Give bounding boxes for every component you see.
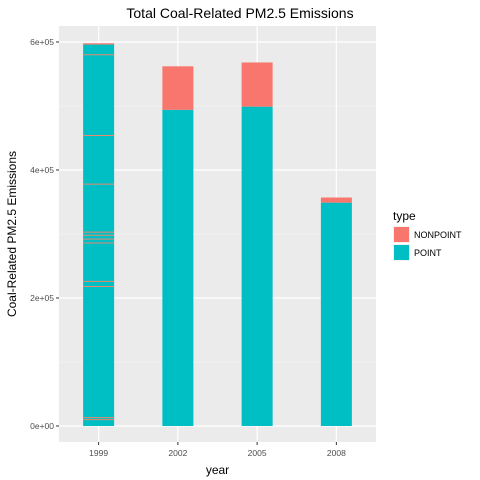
bar-nonpoint-2002 (162, 66, 194, 110)
legend-label-point: POINT (414, 248, 442, 258)
x-axis: 1999 2002 2005 2008 (89, 442, 346, 458)
legend-swatch-nonpoint (394, 227, 409, 242)
y-tick-label: 6e+05 (30, 37, 54, 47)
chart-title: Total Coal-Related PM2.5 Emissions (126, 5, 353, 21)
y-tick-label: 4e+05 (30, 165, 54, 175)
bar-nonpoint-1999 (83, 43, 115, 45)
bar-point-2005 (241, 106, 273, 426)
bar-nonpoint-2008 (320, 197, 352, 203)
y-tick-label: 2e+05 (30, 293, 54, 303)
x-tick-label: 2005 (248, 448, 267, 458)
y-tick-label: 0e+00 (30, 421, 54, 431)
x-tick-label: 1999 (89, 448, 108, 458)
y-axis: 0e+00 2e+05 4e+05 6e+05 (30, 37, 59, 431)
legend: type NONPOINT POINT (393, 209, 462, 261)
legend-swatch-point (394, 245, 409, 260)
x-tick-label: 2008 (327, 448, 346, 458)
bars (83, 43, 352, 427)
bar-point-2002 (162, 109, 194, 426)
legend-title: type (393, 209, 416, 223)
legend-label-nonpoint: NONPOINT (414, 230, 462, 240)
x-axis-label: year (206, 463, 229, 477)
bar-nonpoint-2005 (241, 62, 273, 107)
x-tick-label: 2002 (168, 448, 187, 458)
bar-point-2008 (320, 202, 352, 426)
y-axis-label: Coal-Related PM2.5 Emissions (5, 151, 19, 317)
